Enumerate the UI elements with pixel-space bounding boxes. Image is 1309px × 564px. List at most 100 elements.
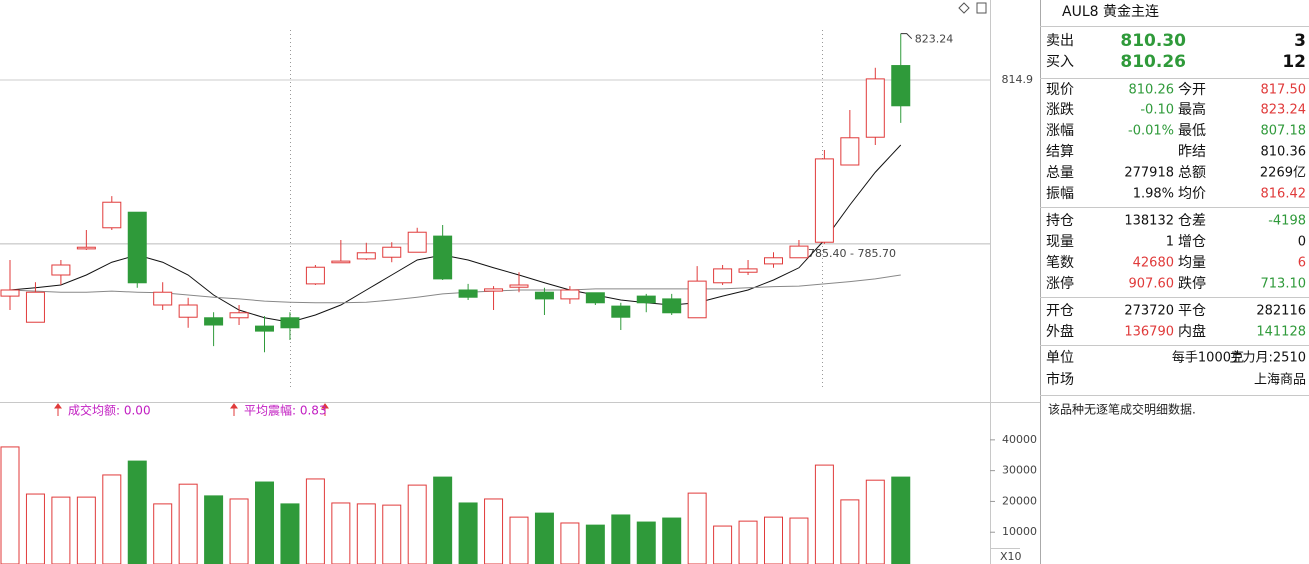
volume-bar — [764, 516, 783, 564]
value: 277918 — [1124, 166, 1174, 181]
candle-body — [127, 211, 147, 284]
value: 810.26 — [1129, 83, 1175, 98]
label: 开仓 — [1046, 303, 1074, 319]
symbol: AUL8 黄金主连 — [1062, 3, 1159, 20]
value: 810.36 — [1261, 145, 1307, 160]
candle-body — [204, 317, 224, 326]
candle-body — [891, 65, 911, 107]
value: 141128 — [1256, 325, 1306, 340]
candle-body — [382, 246, 402, 258]
volume-bar — [789, 517, 809, 564]
volume-bar — [433, 476, 453, 564]
candle-body — [560, 289, 580, 300]
price: 810.26 — [1120, 52, 1186, 72]
value: 42680 — [1133, 256, 1174, 271]
candle-body — [0, 289, 20, 297]
label: 涨幅 — [1046, 123, 1074, 139]
value: 273720 — [1124, 304, 1174, 319]
volume-bar — [865, 479, 885, 564]
candle-body — [814, 158, 834, 243]
value: 0 — [1298, 235, 1306, 250]
value: -0.10 — [1140, 103, 1174, 118]
candle-body — [51, 264, 71, 276]
value: 主力月:2510 — [1230, 351, 1306, 366]
y-tick-label: 20000 — [1002, 494, 1037, 507]
value: 816.42 — [1261, 187, 1307, 202]
volume-bar — [662, 517, 682, 564]
value: 138132 — [1124, 214, 1174, 229]
label: 市场 — [1046, 371, 1074, 388]
label: 最高 — [1178, 101, 1206, 118]
candle-body — [484, 288, 504, 292]
volume-bar — [738, 520, 758, 564]
value: 807.18 — [1261, 124, 1307, 139]
candle-body — [356, 252, 376, 260]
y-tick-label: 40000 — [1002, 433, 1037, 446]
candle-body — [840, 137, 860, 166]
volume-bar — [178, 483, 198, 564]
label: 现价 — [1046, 82, 1074, 98]
volume-bar — [331, 502, 351, 564]
label: 单位 — [1046, 350, 1074, 366]
label: 跌停 — [1178, 275, 1206, 292]
label: 卖出 — [1046, 33, 1074, 49]
volume: 3 — [1294, 31, 1306, 51]
note: 该品种无逐笔成交明细数据. — [1048, 402, 1196, 417]
candle-body — [662, 298, 682, 314]
volume-bar — [153, 503, 173, 564]
label: 现量 — [1046, 234, 1074, 250]
value: 817.50 — [1261, 83, 1307, 98]
candle-body — [458, 289, 478, 298]
candle-body — [407, 231, 427, 253]
volume-bar — [840, 499, 860, 564]
candle-body — [636, 295, 656, 304]
label: 买入 — [1046, 54, 1074, 70]
label: 外盘 — [1046, 323, 1074, 340]
value: 907.60 — [1129, 277, 1175, 292]
label: 昨结 — [1178, 144, 1206, 160]
value: -4198 — [1268, 214, 1306, 229]
value: 2269亿 — [1260, 166, 1306, 181]
value: 136790 — [1124, 325, 1174, 340]
volume-bar — [255, 481, 274, 564]
label: 结算 — [1046, 144, 1074, 160]
volume-bar — [356, 503, 376, 564]
volume-bar — [814, 464, 834, 564]
volume-bar — [636, 521, 656, 564]
volume-bar — [76, 496, 96, 564]
label: 振幅 — [1046, 186, 1074, 202]
volume-bar — [713, 525, 733, 564]
candle-body — [687, 280, 707, 319]
volume-bar — [51, 496, 71, 564]
candle-body — [280, 317, 300, 329]
label: 最低 — [1178, 123, 1206, 139]
label: 增仓 — [1178, 234, 1206, 250]
label: 笔数 — [1046, 255, 1074, 271]
indicator: 成交均额: 0.00 — [68, 403, 151, 418]
window-icons[interactable] — [958, 2, 987, 14]
candle-body — [611, 305, 631, 318]
label: 仓差 — [1178, 213, 1206, 229]
volume-bar — [484, 498, 504, 564]
candle-body — [76, 246, 96, 250]
candle-body — [534, 291, 554, 300]
candle-body — [229, 312, 249, 319]
price-line-label: 785.40 - 785.70 — [808, 247, 896, 260]
candle-body — [789, 245, 809, 259]
label: 均量 — [1178, 255, 1206, 271]
value: 1 — [1166, 235, 1174, 250]
unit-label: X10 — [1000, 550, 1022, 563]
candle-body — [102, 201, 122, 229]
y-tick-label: 10000 — [1002, 525, 1037, 538]
value: 每手1000克 — [1172, 350, 1244, 366]
high-pointer — [900, 33, 913, 40]
volume-bar — [382, 504, 402, 564]
candle-body — [25, 291, 45, 323]
candle-body — [153, 291, 173, 306]
volume-bar — [560, 522, 580, 564]
volume-bar — [585, 524, 605, 564]
volume-bar — [611, 514, 631, 564]
candle-body — [509, 284, 529, 288]
volume: 12 — [1282, 52, 1306, 72]
